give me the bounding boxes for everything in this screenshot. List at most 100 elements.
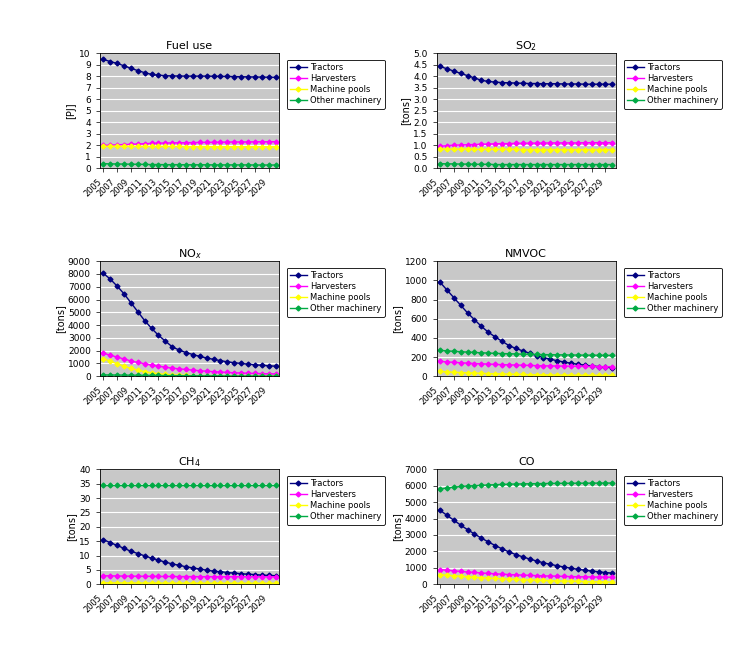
Machine pools [195, 579, 204, 587]
Tractors [470, 530, 479, 538]
Other machinery [525, 161, 534, 169]
Other machinery [120, 160, 129, 168]
Tractors [532, 352, 541, 360]
Other machinery [580, 351, 589, 359]
Other machinery [209, 161, 218, 169]
Harvesters [209, 368, 218, 376]
Line: Harvesters: Harvesters [438, 360, 614, 369]
Other machinery [202, 372, 211, 380]
Other machinery [484, 160, 493, 168]
Tractors [99, 56, 108, 64]
Other machinery [511, 480, 520, 488]
Harvesters [601, 573, 610, 581]
Harvesters [546, 139, 555, 147]
Machine pools [574, 371, 582, 379]
Machine pools [436, 145, 445, 153]
Tractors [511, 79, 520, 87]
Other machinery [264, 372, 273, 380]
Machine pools [443, 571, 451, 579]
Harvesters [223, 138, 232, 146]
Tractors [525, 80, 534, 88]
Harvesters [443, 358, 451, 366]
Harvesters [580, 573, 589, 581]
Machine pools [525, 371, 534, 378]
Tractors [484, 538, 493, 546]
Machine pools [133, 143, 142, 151]
Other machinery [567, 351, 576, 359]
Tractors [147, 324, 156, 332]
Harvesters [106, 351, 115, 359]
Tractors [216, 357, 225, 365]
Harvesters [511, 361, 520, 369]
Other machinery [594, 351, 603, 359]
Harvesters [120, 141, 129, 149]
Machine pools [594, 578, 603, 586]
Other machinery [264, 161, 273, 169]
Legend: Tractors, Harvesters, Machine pools, Other machinery: Tractors, Harvesters, Machine pools, Oth… [624, 60, 722, 108]
Machine pools [580, 578, 589, 586]
Tractors [99, 536, 108, 544]
Harvesters [195, 139, 204, 147]
Other machinery [127, 371, 135, 379]
Harvesters [449, 567, 458, 575]
Harvesters [264, 370, 273, 378]
Tractors [216, 72, 225, 80]
Other machinery [264, 481, 273, 489]
Tractors [532, 80, 541, 88]
Machine pools [230, 143, 239, 151]
Other machinery [449, 160, 458, 168]
Harvesters [588, 573, 596, 581]
Other machinery [601, 351, 610, 359]
Tractors [106, 275, 115, 283]
Harvesters [230, 138, 239, 146]
Machine pools [580, 371, 589, 379]
Tractors [168, 72, 177, 80]
Harvesters [594, 363, 603, 371]
Machine pools [168, 371, 177, 379]
Machine pools [195, 143, 204, 151]
Tractors [106, 539, 115, 546]
Harvesters [133, 359, 142, 367]
Harvesters [436, 357, 445, 365]
Tractors [574, 565, 582, 573]
Tractors [258, 73, 266, 81]
Harvesters [243, 369, 252, 377]
Tractors [195, 353, 204, 361]
Tractors [168, 343, 177, 351]
Other machinery [601, 479, 610, 487]
Harvesters [553, 139, 562, 147]
Tractors [120, 544, 129, 552]
Tractors [553, 80, 562, 88]
Tractors [436, 278, 445, 286]
Other machinery [497, 349, 506, 357]
Tractors [588, 362, 596, 370]
Line: Harvesters: Harvesters [438, 141, 614, 148]
Tractors [491, 542, 500, 550]
Machine pools [209, 579, 218, 587]
Tractors [202, 566, 211, 574]
Harvesters [491, 361, 500, 369]
Other machinery [559, 351, 568, 359]
Harvesters [443, 141, 451, 149]
Machine pools [271, 143, 280, 151]
Tractors [243, 570, 252, 578]
Harvesters [141, 360, 149, 368]
Title: SO$_2$: SO$_2$ [515, 39, 537, 52]
Harvesters [525, 361, 534, 369]
Tractors [457, 521, 465, 529]
Title: NMVOC: NMVOC [505, 249, 547, 259]
Machine pools [449, 572, 458, 580]
Other machinery [511, 350, 520, 358]
Machine pools [237, 143, 246, 151]
Other machinery [546, 161, 555, 169]
Tractors [112, 60, 121, 68]
Harvesters [147, 361, 156, 369]
Harvesters [120, 355, 129, 363]
Machine pools [106, 142, 115, 150]
Tractors [539, 559, 548, 567]
Tractors [594, 363, 603, 371]
Tractors [594, 568, 603, 576]
Line: Harvesters: Harvesters [101, 574, 278, 578]
Other machinery [574, 161, 582, 169]
Tractors [553, 562, 562, 570]
